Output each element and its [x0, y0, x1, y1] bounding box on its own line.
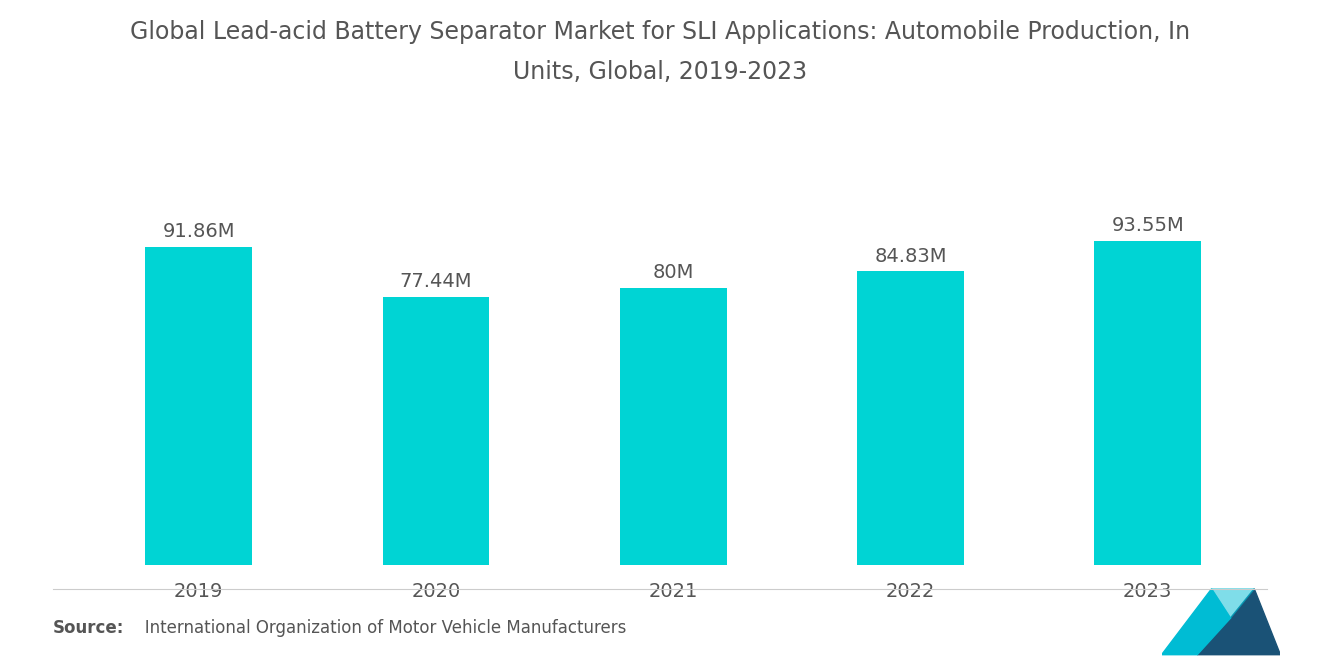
Bar	[383, 297, 490, 565]
Text: Units, Global, 2019-2023: Units, Global, 2019-2023	[513, 60, 807, 84]
Text: 91.86M: 91.86M	[162, 222, 235, 241]
Bar	[620, 288, 726, 565]
Bar	[857, 271, 964, 565]
Polygon shape	[1212, 589, 1254, 618]
Text: International Organization of Motor Vehicle Manufacturers: International Organization of Motor Vehi…	[129, 619, 627, 638]
Text: Source:: Source:	[53, 619, 124, 638]
Text: 77.44M: 77.44M	[400, 273, 473, 291]
Text: 93.55M: 93.55M	[1111, 217, 1184, 235]
Polygon shape	[1197, 589, 1280, 654]
Text: 80M: 80M	[652, 263, 694, 283]
Bar	[145, 247, 252, 565]
Text: Global Lead-acid Battery Separator Market for SLI Applications: Automobile Produ: Global Lead-acid Battery Separator Marke…	[129, 20, 1191, 44]
Text: 84.83M: 84.83M	[874, 247, 946, 266]
Bar	[1094, 241, 1201, 565]
Polygon shape	[1162, 589, 1230, 654]
